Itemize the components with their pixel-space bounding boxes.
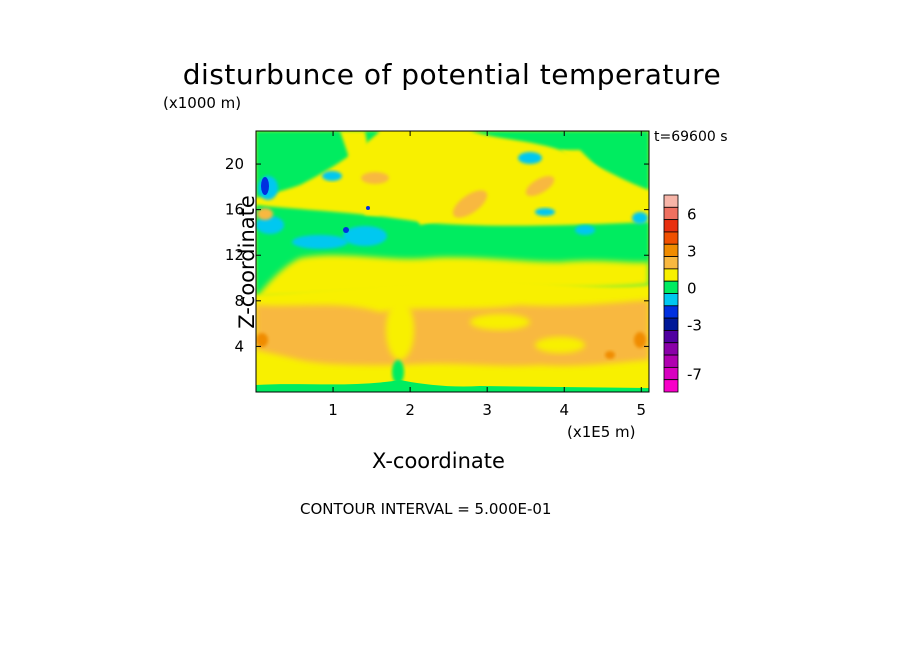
field-cyan-5 <box>518 152 542 164</box>
field-cyan-1 <box>292 235 348 249</box>
field-dark-orange-2 <box>634 332 646 348</box>
field-surface-green <box>256 380 649 392</box>
y-tick-label: 12 <box>225 246 244 264</box>
field-warm-layer <box>256 300 649 366</box>
colorbar-swatch <box>663 305 679 319</box>
colorbar-tick-label: 0 <box>687 279 697 297</box>
field-plume-1 <box>340 131 380 215</box>
colorbar-swatch <box>663 379 679 393</box>
colorbar-swatch <box>663 366 679 381</box>
contour-field <box>256 131 649 392</box>
field-green-topright <box>470 131 649 190</box>
field-blue-1 <box>261 177 269 195</box>
colorbar-swatch <box>663 293 679 307</box>
y-tick-label: 8 <box>234 292 244 310</box>
colorbar: 6 3 0 -3 -7 <box>663 194 702 393</box>
colorbar-swatch <box>663 354 679 368</box>
y-ticks: 4 8 12 16 20 <box>225 155 649 355</box>
x-axis-units: (x1E5 m) <box>567 423 636 441</box>
field-cyan-6 <box>535 208 555 216</box>
chart-title: disturbunce of potential temperature <box>182 58 722 91</box>
field-cyan-9 <box>322 171 342 181</box>
field-yellow-intrusion <box>256 255 649 298</box>
x-tick-label: 2 <box>405 401 415 419</box>
field-cyan-8 <box>632 212 648 224</box>
field-plume-2 <box>395 131 440 225</box>
colorbar-tick-label: -3 <box>687 316 702 334</box>
x-tick-label: 1 <box>328 401 338 419</box>
field-yellow-gap-1 <box>386 300 414 360</box>
colorbar-swatch <box>663 330 679 344</box>
field-surface-plume <box>392 360 404 384</box>
field-dark-orange-1 <box>256 333 268 347</box>
colorbar-swatch <box>663 206 679 221</box>
field-cyan-7 <box>575 225 595 235</box>
y-tick-label: 20 <box>225 155 244 173</box>
field-dark-orange-3 <box>605 351 615 359</box>
contour-interval-label: CONTOUR INTERVAL = 5.000E-01 <box>300 500 552 518</box>
colorbar-tick-label: 6 <box>687 205 697 223</box>
x-tick-label: 5 <box>637 401 647 419</box>
colorbar-swatch <box>663 256 679 270</box>
colorbar-swatch <box>663 243 679 257</box>
x-tick-label: 3 <box>482 401 492 419</box>
x-axis-label: X-coordinate <box>372 449 505 473</box>
field-yellow-gap-2 <box>470 314 530 330</box>
field-yellow-gap-3 <box>535 337 585 353</box>
field-blue-3 <box>366 206 370 210</box>
colorbar-swatch <box>663 194 679 208</box>
field-plume-3 <box>560 150 635 210</box>
field-orange-1 <box>452 190 488 218</box>
colorbar-tick-label: 3 <box>687 242 697 260</box>
colorbar-swatch <box>663 219 679 233</box>
y-axis-units: (x1000 m) <box>163 94 242 112</box>
colorbar-swatch <box>663 280 679 294</box>
plot-frame <box>255 130 650 393</box>
field-orange-2 <box>525 175 555 197</box>
colorbar-swatch <box>663 268 679 282</box>
field-blue-2 <box>343 227 349 233</box>
time-label: t=69600 s <box>654 129 728 145</box>
field-cyan-2 <box>343 226 387 246</box>
y-tick-label: 16 <box>225 201 244 219</box>
colorbar-tick-label: -7 <box>687 366 702 384</box>
colorbar-swatch <box>663 317 679 331</box>
field-cyan-3 <box>256 216 284 234</box>
field-orange-4 <box>257 208 273 220</box>
x-tick-label: 4 <box>559 401 569 419</box>
colorbar-swatch <box>663 231 679 245</box>
colorbar-swatch <box>663 342 679 356</box>
x-ticks: 1 2 3 4 5 <box>328 131 646 419</box>
y-tick-label: 4 <box>234 337 244 355</box>
field-orange-3 <box>361 172 389 184</box>
